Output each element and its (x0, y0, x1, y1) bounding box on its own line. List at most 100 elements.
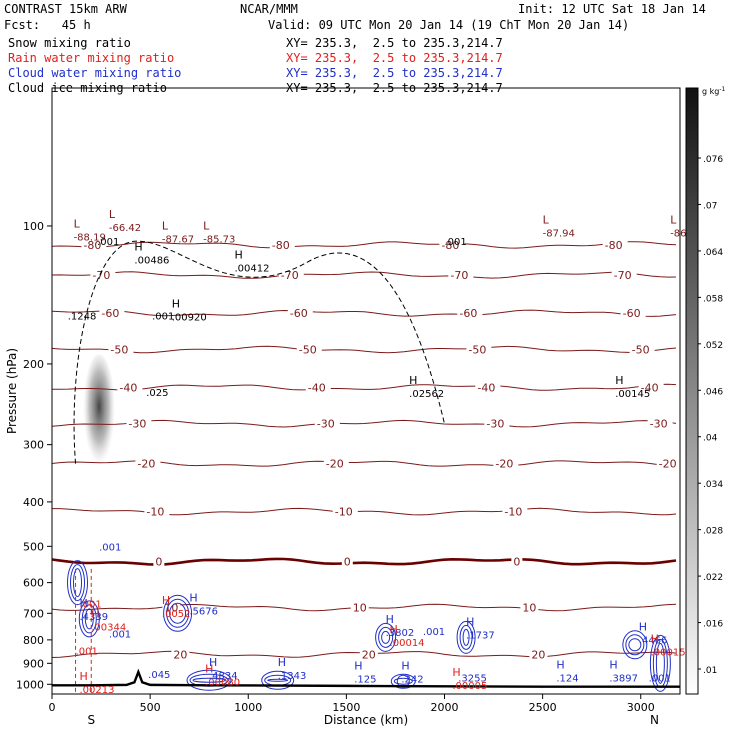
isotherm-line (52, 241, 677, 249)
extremum-value: -88.19 (74, 232, 106, 243)
contour-label: .001 (445, 237, 467, 248)
isotherm-line (52, 383, 677, 391)
isotherm-label-bg (475, 381, 501, 393)
y-tick-label: 800 (23, 634, 44, 647)
contour-label: .001 (423, 627, 445, 638)
cloud-water-contour (390, 673, 416, 689)
y-tick-label: 600 (23, 577, 44, 590)
cloud-water-contour (169, 602, 187, 624)
isotherm-label-bg (611, 269, 637, 281)
isotherm-label-bg (638, 381, 664, 393)
isotherm-label: -40 (641, 381, 659, 394)
isotherm-label: 20 (531, 648, 545, 661)
isotherm-label: -20 (137, 458, 155, 471)
colorbar: .076 .07 .064 .058 .052 .046 .04 .034 .028 .022 .0… (685, 86, 726, 695)
isotherm-label-bg (466, 343, 492, 355)
endpoint-north: N (650, 713, 659, 727)
cloud-water-contour (655, 642, 665, 684)
isotherm-label-bg (305, 381, 331, 393)
snow-shading-layer (83, 354, 116, 471)
isotherm-label-bg (656, 457, 680, 469)
x-axis-title: Distance (km) (324, 713, 408, 727)
low-marker: L (74, 217, 81, 230)
cloud-water-contour (375, 622, 397, 652)
high-marker: H (452, 666, 460, 679)
colorbar-tick-label: .034 (703, 480, 723, 490)
isotherm-label: -70 (450, 269, 468, 282)
isotherm-label: 10 (164, 602, 178, 615)
isotherm-label-bg (323, 457, 349, 469)
low-marker: L (543, 214, 550, 227)
extremum-value: .00213 (79, 685, 114, 696)
isotherm-label: -70 (281, 269, 299, 282)
extremum-value: .00920 (172, 313, 207, 324)
colorbar-unit-exponent: -1 (719, 86, 725, 93)
high-marker: H (189, 591, 197, 604)
y-tick-label: 400 (23, 496, 44, 509)
colorbar-tick-label: .064 (703, 248, 723, 258)
isotherm-label-bg (350, 601, 369, 613)
high-marker: H (162, 594, 170, 607)
isotherm-label: -60 (459, 307, 477, 320)
low-marker: L (203, 219, 210, 232)
y-axis-title: Pressure (hPa) (5, 348, 19, 434)
x-tick-label: 2000 (431, 701, 459, 714)
extremum-value: .00412 (235, 263, 270, 274)
cloud-water-contour (84, 608, 94, 630)
init-time: Init: 12 UTC Sat 18 Jan 14 (518, 2, 706, 16)
isotherm-label: -80 (605, 239, 623, 252)
terrain-layer (52, 668, 680, 688)
extremum-value: .3897 (609, 673, 638, 684)
high-marker: H (278, 656, 286, 669)
isotherm-label: 10 (522, 602, 536, 615)
label-layer: L-88.19L-66.42 L-87.67L-85.73L-87.94L-86.… (68, 208, 690, 696)
isotherm-label: -50 (110, 343, 128, 356)
cloud-water-contour (628, 638, 642, 652)
colorbar-tick-label: .022 (703, 573, 723, 583)
y-tick-label: 1000 (16, 678, 44, 691)
cloud-water-contour (378, 626, 394, 648)
model-title: CONTRAST 15km ARW (4, 2, 127, 16)
x-tick-label: 0 (49, 701, 56, 714)
extremum-value: -87.94 (543, 229, 575, 240)
isotherm-label: -40 (308, 381, 326, 394)
contour-label: .001 (649, 673, 671, 684)
extremum-value: .00344 (91, 623, 126, 634)
isotherm-label-bg (457, 307, 483, 319)
terrain-line (52, 668, 680, 688)
isotherm-label-bg (144, 505, 170, 517)
isotherm-label: -50 (468, 343, 486, 356)
isotherm-label: -80 (441, 239, 459, 252)
high-marker: H (91, 608, 99, 621)
isotherm-label: -20 (659, 458, 677, 471)
isotherm-label-bg (126, 417, 152, 429)
isotherm-label-bg (81, 238, 107, 250)
isotherm-label-bg (620, 307, 646, 319)
high-marker: H (79, 597, 87, 610)
high-marker: H (172, 298, 180, 311)
x-tick-label: 1500 (332, 701, 360, 714)
isotherm-label: -60 (290, 307, 308, 320)
cloud-water-contour (192, 677, 226, 683)
cloud-water-contour (81, 604, 97, 634)
cloud-water-contour (166, 598, 190, 628)
contour-label: .025 (146, 388, 168, 399)
field-rain-name: Rain water mixing ratio (8, 51, 175, 65)
isotherm-label-bg (493, 457, 519, 469)
isotherm-label-bg (269, 238, 295, 250)
colorbar-tick-label: .052 (703, 341, 723, 351)
isotherm-label: -40 (477, 381, 495, 394)
isotherm-label-bg (287, 307, 313, 319)
isotherm-label-bg (629, 343, 655, 355)
isotherm-label: 0 (513, 556, 520, 569)
extremum-value: .4339 (79, 612, 108, 623)
x-tick-label: 500 (140, 701, 161, 714)
isotherm-line (52, 557, 677, 566)
cloud-water-contour (70, 564, 86, 602)
isotherm-label: -10 (504, 506, 522, 519)
cloud-water-contour (186, 669, 232, 691)
isotherm-label-bg (296, 343, 322, 355)
isotherm-label: -10 (335, 506, 353, 519)
colorbar-tick-label: .058 (703, 294, 723, 304)
